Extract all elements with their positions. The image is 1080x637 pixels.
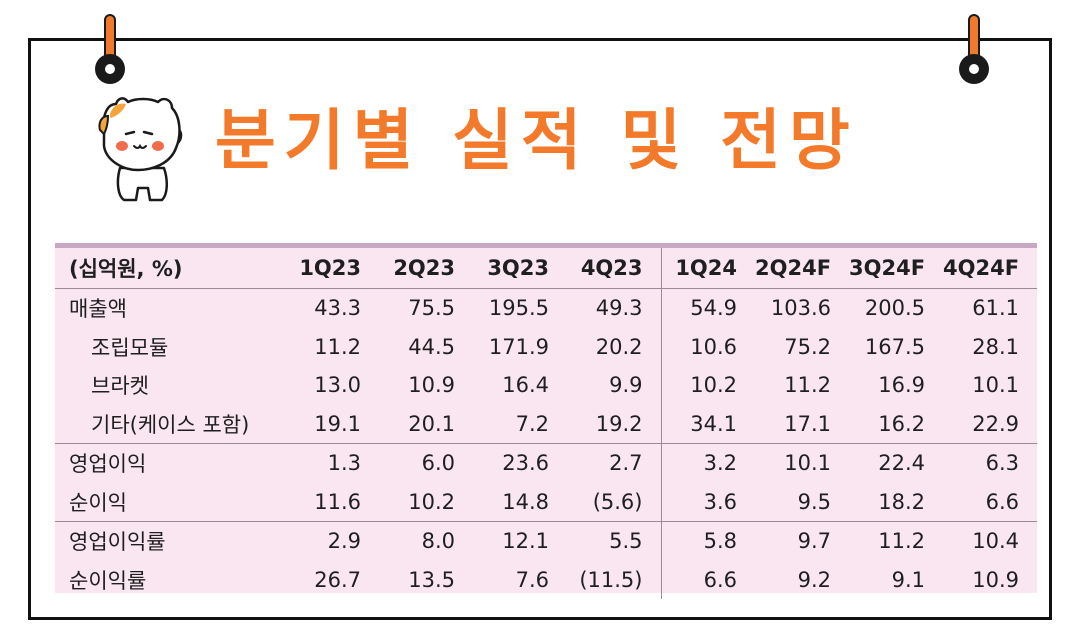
cell: 10.9 (972, 567, 1019, 592)
table-row: 기타(케이스 포함) 19.1 20.1 7.2 19.2 34.1 17.1 … (55, 404, 1037, 444)
cell: 3.6 (660, 482, 755, 522)
cell: 17.1 (755, 404, 849, 444)
cell: 22.4 (878, 451, 925, 476)
pushpin-icon (959, 14, 989, 84)
cell: 75.5 (408, 296, 455, 321)
table-row: 영업이익률 2.9 8.0 12.1 5.5 5.8 9.7 11.2 10.4 (55, 521, 1037, 561)
cell: 167.5 (864, 334, 925, 359)
page-title: 분기별 실적 및 전망 (215, 102, 858, 179)
cell: 13.5 (408, 567, 455, 592)
cell: 9.7 (797, 529, 831, 554)
column-header: 2Q23 (379, 248, 473, 289)
cell: 103.6 (770, 296, 831, 321)
cell: 10.2 (660, 366, 755, 405)
cell: 10.1 (784, 451, 831, 476)
cell: 3.2 (660, 443, 755, 483)
unit-header: (십억원, %) (55, 248, 285, 289)
cell: 6.3 (985, 451, 1019, 476)
cell: 13.0 (314, 373, 361, 398)
pushpin-icon (95, 14, 125, 84)
quarterly-earnings-table: (십억원, %) 1Q23 2Q23 3Q23 4Q23 1Q24 2Q24F … (55, 248, 1037, 599)
cell: 10.1 (972, 373, 1019, 398)
column-header: 1Q24 (660, 248, 755, 289)
cell: 2.9 (327, 529, 361, 554)
table-header-row: (십억원, %) 1Q23 2Q23 3Q23 4Q23 1Q24 2Q24F … (55, 248, 1037, 289)
cell: 200.5 (864, 296, 925, 321)
column-header: 1Q23 (285, 248, 379, 289)
cell: 11.2 (878, 529, 925, 554)
cell: (11.5) (579, 567, 643, 592)
cell: 10.2 (379, 482, 473, 522)
table-row: 매출액 43.3 75.5 195.5 49.3 54.9 103.6 200.… (55, 288, 1037, 328)
row-label: 영업이익 (69, 452, 147, 477)
cell: (5.6) (567, 482, 661, 522)
cell: 18.2 (849, 482, 943, 522)
cell: 19.2 (567, 404, 661, 444)
cell: 11.2 (314, 334, 361, 359)
cell: 20.1 (379, 404, 473, 444)
cell: 49.3 (595, 296, 643, 321)
cell: 11.2 (784, 373, 831, 398)
row-label: 조립모듈 (91, 335, 169, 360)
earnings-table-panel: (십억원, %) 1Q23 2Q23 3Q23 4Q23 1Q24 2Q24F … (55, 243, 1037, 599)
column-header: 3Q23 (473, 248, 567, 289)
cat-mascot-icon (98, 97, 183, 202)
column-header: 3Q24F (849, 248, 943, 289)
cell: 14.8 (473, 482, 567, 522)
cell: 7.6 (515, 567, 549, 592)
row-label: 기타(케이스 포함) (55, 404, 285, 444)
cell: 195.5 (488, 296, 549, 321)
cell: 1.3 (327, 451, 361, 476)
cell: 6.6 (943, 482, 1037, 522)
cell: 75.2 (784, 334, 831, 359)
row-label: 매출액 (69, 297, 127, 322)
table-row: 영업이익 1.3 6.0 23.6 2.7 3.2 10.1 22.4 6.3 (55, 443, 1037, 483)
table-row: 조립모듈 11.2 44.5 171.9 20.2 10.6 75.2 167.… (55, 327, 1037, 366)
cell: 16.9 (878, 373, 925, 398)
cell: 43.3 (314, 296, 361, 321)
table-row: 브라켓 13.0 10.9 16.4 9.9 10.2 11.2 16.9 10… (55, 366, 1037, 405)
table-row: 순이익 11.6 10.2 14.8 (5.6) 3.6 9.5 18.2 6.… (55, 482, 1037, 522)
cell: 10.4 (972, 529, 1019, 554)
row-label: 영업이익률 (69, 530, 166, 555)
cell: 9.1 (891, 567, 925, 592)
cell: 16.2 (849, 404, 943, 444)
cell: 23.6 (502, 451, 549, 476)
cell: 11.6 (285, 482, 379, 522)
cell: 26.7 (314, 567, 361, 592)
cell: 171.9 (488, 334, 549, 359)
cell: 28.1 (972, 334, 1019, 359)
cell: 61.1 (972, 296, 1019, 321)
cell: 7.2 (473, 404, 567, 444)
cell: 44.5 (408, 334, 455, 359)
cell: 6.0 (421, 451, 455, 476)
cell: 20.2 (595, 334, 643, 359)
cell: 16.4 (502, 373, 549, 398)
cell: 6.6 (660, 560, 755, 599)
cell: 10.6 (660, 327, 755, 366)
row-label: 순이익 (55, 482, 285, 522)
cell: 9.5 (755, 482, 849, 522)
row-label: 순이익률 (69, 568, 147, 593)
cell: 10.9 (408, 373, 455, 398)
cell: 19.1 (285, 404, 379, 444)
cell: 34.1 (660, 404, 755, 444)
column-header: 2Q24F (755, 248, 849, 289)
column-header: 4Q24F (943, 248, 1037, 289)
cell: 54.9 (660, 288, 755, 328)
cell: 9.2 (797, 567, 831, 592)
cell: 22.9 (943, 404, 1037, 444)
column-header: 4Q23 (567, 248, 661, 289)
table-row: 순이익률 26.7 13.5 7.6 (11.5) 6.6 9.2 9.1 10… (55, 560, 1037, 599)
cell: 5.5 (609, 529, 643, 554)
cell: 2.7 (609, 451, 643, 476)
cell: 8.0 (421, 529, 455, 554)
cell: 5.8 (660, 521, 755, 561)
cell: 12.1 (502, 529, 549, 554)
row-label: 브라켓 (91, 374, 149, 399)
cell: 9.9 (609, 373, 643, 398)
